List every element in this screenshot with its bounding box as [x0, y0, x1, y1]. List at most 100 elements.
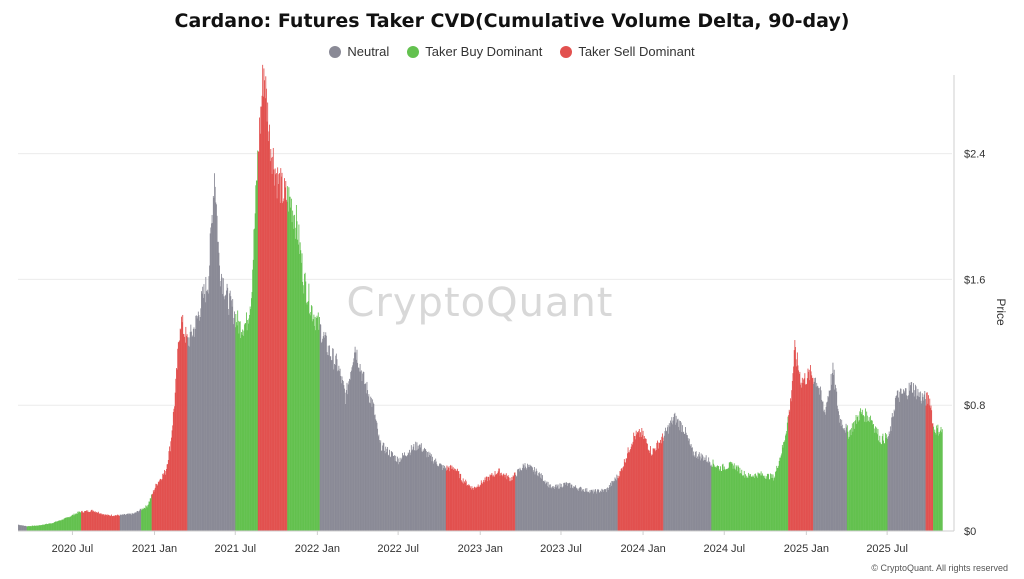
price-bar [185, 326, 187, 531]
price-bar [212, 222, 214, 532]
price-bar [303, 293, 305, 531]
price-bar [793, 350, 795, 531]
price-bar [259, 133, 261, 531]
price-bar [36, 525, 38, 531]
price-bar [165, 470, 167, 531]
price-bar [131, 512, 133, 531]
price-bar [235, 314, 237, 531]
price-bar [171, 430, 173, 531]
price-bar [209, 233, 211, 531]
legend-item-taker-sell[interactable]: Taker Sell Dominant [560, 44, 695, 59]
price-bar [617, 475, 619, 531]
price-bar [904, 392, 906, 531]
price-bar [556, 484, 558, 531]
price-bar [699, 456, 701, 531]
price-bar [385, 452, 387, 531]
price-bar [487, 476, 489, 531]
price-bar [585, 488, 587, 531]
x-tick-label: 2021 Jul [214, 543, 256, 555]
price-bar [666, 427, 668, 531]
legend-item-neutral[interactable]: Neutral [329, 44, 389, 59]
price-bar [378, 434, 380, 531]
price-bar [605, 492, 607, 531]
price-bar [254, 228, 255, 531]
price-bar [765, 478, 766, 531]
price-bar [910, 382, 912, 531]
price-bar [354, 352, 355, 531]
price-bar [308, 283, 310, 531]
price-bar [488, 480, 490, 531]
price-bar [803, 378, 805, 531]
price-bar [19, 525, 21, 531]
price-bar [630, 446, 632, 531]
price-bar [632, 441, 634, 531]
price-bar [506, 479, 508, 531]
y-tick-label: $0 [964, 526, 976, 538]
price-bar [535, 471, 537, 531]
price-bar [173, 408, 175, 531]
price-bar [551, 487, 553, 531]
price-bar [26, 526, 27, 531]
price-bar [277, 184, 279, 531]
price-bar [231, 306, 233, 531]
price-bar [364, 383, 366, 531]
price-bar [831, 373, 833, 531]
price-bar [266, 121, 268, 531]
price-bar [891, 417, 893, 531]
price-bar [429, 452, 431, 531]
price-bar [364, 384, 365, 531]
price-bar [821, 399, 823, 531]
price-bar [200, 308, 202, 531]
price-bar [297, 244, 299, 531]
legend-item-taker-buy[interactable]: Taker Buy Dominant [407, 44, 542, 59]
price-bar [603, 491, 605, 531]
price-bar [520, 469, 522, 531]
price-bar [383, 443, 385, 531]
price-bar [495, 473, 497, 531]
price-bar [867, 421, 869, 531]
price-bar [481, 482, 483, 531]
price-bar [652, 448, 654, 531]
price-bar [497, 471, 499, 531]
price-bar [718, 470, 720, 531]
price-bar [194, 328, 196, 531]
price-bar [299, 242, 301, 531]
price-bar [528, 467, 530, 531]
price-bar [688, 440, 690, 531]
price-bar [614, 477, 616, 531]
price-bar [844, 430, 846, 531]
price-bar [613, 480, 615, 531]
price-bar [289, 196, 291, 531]
price-bar [750, 474, 751, 531]
price-bar [725, 470, 726, 531]
price-bar [734, 468, 736, 531]
price-bar [214, 173, 215, 532]
price-bar [735, 465, 737, 531]
price-bar [70, 516, 72, 531]
price-bar [716, 465, 718, 531]
price-bar [617, 478, 618, 531]
price-bar [386, 448, 388, 531]
price-bar [803, 379, 805, 531]
price-bar [668, 423, 670, 531]
price-bar [549, 487, 551, 531]
price-bar [440, 464, 442, 531]
price-bar [842, 428, 844, 531]
price-bar [177, 348, 179, 531]
price-bar [795, 347, 796, 531]
price-bar [385, 446, 387, 531]
price-bar [124, 514, 126, 531]
price-bar [758, 473, 760, 531]
price-bar [925, 405, 927, 531]
legend-neutral-label: Neutral [347, 44, 390, 59]
price-bar [696, 456, 698, 531]
price-bar [781, 444, 783, 531]
x-tick-label: 2024 Jan [620, 543, 665, 555]
price-bar [547, 481, 549, 531]
price-bar [229, 293, 230, 531]
price-bar [644, 438, 646, 531]
price-bar [33, 525, 35, 531]
price-bar [756, 476, 758, 531]
price-bar [27, 526, 29, 531]
price-bar [555, 487, 557, 531]
